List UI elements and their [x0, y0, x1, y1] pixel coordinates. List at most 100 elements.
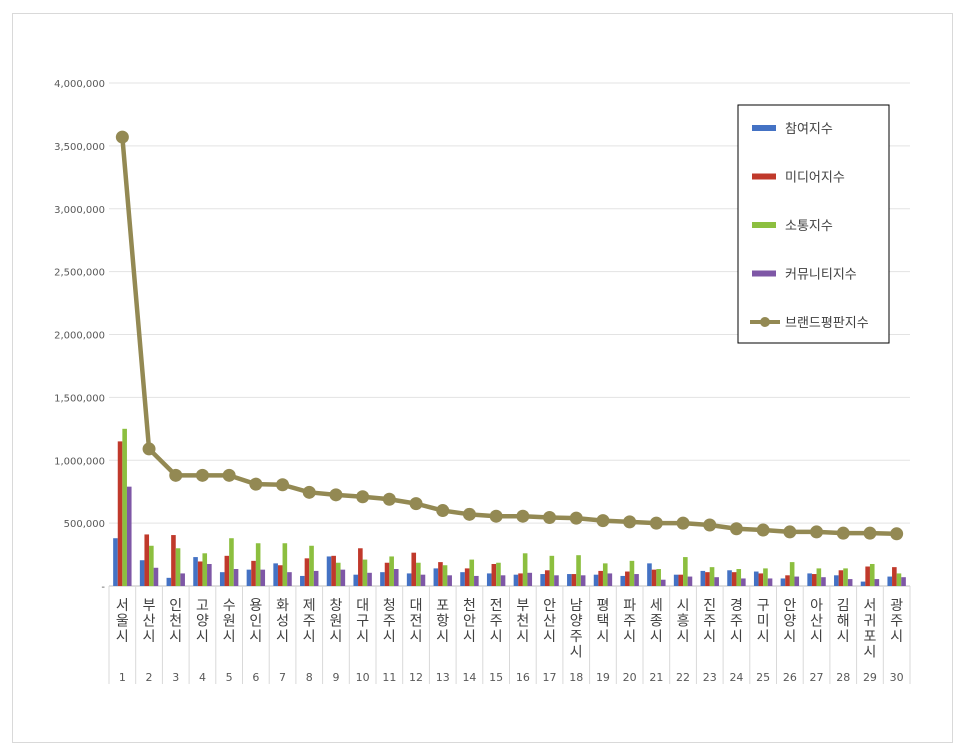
bar-커뮤니티지수: [393, 569, 399, 586]
bar-소통지수: [843, 568, 848, 586]
bar-참여지수: [353, 574, 359, 586]
x-category-label: 청주시: [383, 598, 396, 645]
bar-미디어지수: [678, 574, 684, 586]
bar-소통지수: [309, 545, 314, 586]
bar-미디어지수: [785, 575, 790, 586]
bar-미디어지수: [892, 567, 897, 586]
x-label-char: 시: [249, 629, 262, 645]
x-label-char: 시: [677, 598, 690, 614]
bar-커뮤니티지수: [554, 575, 559, 586]
x-label-char: 원: [330, 614, 343, 630]
x-label-char: 주: [383, 614, 396, 630]
x-label-char: 시: [223, 629, 236, 645]
bar-미디어지수: [731, 572, 737, 586]
line-point: [462, 507, 476, 521]
bar-미디어지수: [758, 573, 764, 586]
line-point: [756, 523, 770, 537]
x-label-char: 시: [463, 629, 476, 645]
x-rank-label: 1: [119, 671, 126, 684]
bar-참여지수: [753, 571, 759, 586]
x-label-char: 시: [276, 629, 289, 645]
x-label-char: 주: [303, 614, 316, 630]
bar-미디어지수: [117, 441, 123, 586]
bar-미디어지수: [651, 569, 657, 586]
bar-소통지수: [389, 556, 394, 586]
x-category-label: 고양시: [196, 598, 209, 645]
x-rank-label: 20: [623, 671, 637, 684]
x-label-char: 시: [783, 629, 796, 645]
line-point: [569, 511, 583, 525]
bar-커뮤니티지수: [847, 579, 853, 586]
chart-svg: - 500,000 1,000,000 1,500,000 2,000,000 2,500…: [54, 79, 911, 684]
x-label-char: 아: [810, 598, 823, 614]
x-label-char: 시: [677, 629, 690, 645]
x-label-char: 광: [890, 598, 903, 614]
x-label-char: 귀: [864, 614, 877, 630]
bar-참여지수: [513, 574, 519, 586]
bar-미디어지수: [304, 558, 310, 586]
y-tick-label: 3,500,000: [54, 142, 105, 153]
line-point: [169, 468, 183, 482]
x-rank-label: 19: [596, 671, 610, 684]
bar-소통지수: [656, 569, 661, 586]
x-label-char: 남: [570, 598, 583, 614]
gridlines: [109, 82, 910, 524]
line-point: [810, 525, 824, 539]
bar-소통지수: [282, 543, 288, 586]
bar-커뮤니티지수: [180, 573, 185, 586]
legend-item: 소통지수: [752, 219, 833, 234]
x-label-char: 주: [703, 614, 716, 630]
bar-커뮤니티지수: [287, 572, 292, 586]
bar-소통지수: [789, 562, 795, 586]
x-label-char: 천: [516, 614, 529, 630]
x-category-label: 대구시: [356, 598, 369, 645]
bar-미디어지수: [171, 535, 176, 586]
line-point: [276, 478, 290, 492]
line-point: [649, 516, 663, 530]
x-category-label: 광주시: [890, 598, 903, 645]
line-point: [729, 522, 743, 536]
bar-커뮤니티지수: [367, 572, 372, 586]
bar-커뮤니티지수: [500, 575, 506, 586]
line-point: [249, 477, 263, 491]
x-category-label: 인천시: [169, 598, 182, 645]
x-label-char: 평: [597, 598, 610, 614]
x-rank-label: 3: [172, 671, 179, 684]
bar-커뮤니티지수: [634, 574, 639, 586]
x-label-char: 시: [543, 629, 556, 645]
bar-참여지수: [780, 578, 786, 586]
x-rank-label: 4: [199, 671, 206, 684]
x-label-char: 시: [356, 629, 369, 645]
x-rank-label: 24: [729, 671, 743, 684]
x-label-char: 구: [757, 598, 770, 614]
legend-label: 소통지수: [785, 219, 833, 234]
bar-소통지수: [335, 562, 341, 586]
x-label-char: 부: [516, 598, 529, 614]
bar-참여지수: [166, 577, 172, 586]
bar-참여지수: [834, 575, 839, 586]
bar-참여지수: [406, 573, 412, 586]
bar-미디어지수: [625, 571, 630, 586]
bar-커뮤니티지수: [794, 576, 800, 586]
x-rank-label: 6: [252, 671, 259, 684]
bar-참여지수: [139, 560, 145, 586]
legend-swatch: [752, 173, 776, 180]
x-label-char: 제: [303, 598, 316, 614]
x-category-label: 제주시: [303, 598, 316, 645]
x-label-char: 주: [623, 614, 636, 630]
bar-커뮤니티지수: [874, 579, 880, 586]
bar-소통지수: [496, 562, 501, 586]
x-label-char: 시: [169, 629, 182, 645]
y-tick-label: 2,000,000: [54, 331, 105, 342]
x-label-char: 양: [196, 614, 209, 630]
bar-소통지수: [549, 555, 555, 586]
bar-미디어지수: [811, 574, 817, 586]
x-rank-label: 29: [863, 671, 877, 684]
x-label-char: 산: [543, 614, 556, 630]
line-point: [222, 468, 236, 482]
bar-미디어지수: [544, 570, 550, 586]
x-category-label: 부산시: [143, 598, 156, 645]
x-label-char: 시: [436, 629, 449, 645]
x-label-char: 안: [783, 598, 796, 614]
